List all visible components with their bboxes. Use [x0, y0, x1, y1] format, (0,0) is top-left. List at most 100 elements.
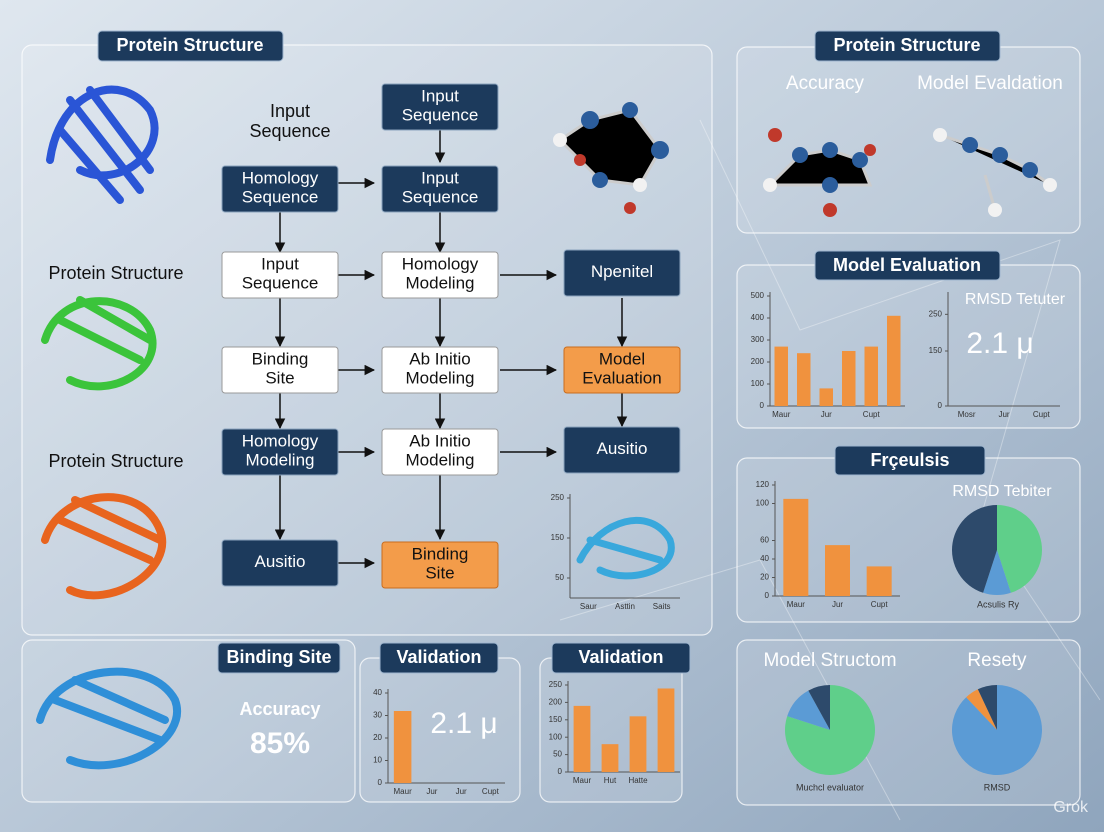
y-tick-label: 250 — [929, 309, 943, 318]
molecules — [553, 102, 1057, 217]
y-tick-label: 0 — [938, 401, 943, 410]
pie-slice — [952, 505, 997, 593]
x-tick-label: Maur — [573, 776, 592, 785]
node-line: Sequence — [242, 188, 319, 207]
node-line: Ausitio — [254, 552, 305, 571]
bar — [866, 566, 892, 596]
panel-title: Binding Site — [227, 647, 332, 667]
y-tick-label: 20 — [373, 733, 382, 742]
y-tick-label: 100 — [549, 732, 563, 741]
y-tick-label: 100 — [756, 499, 770, 508]
watermark: Grok — [1053, 799, 1089, 816]
x-tick-label: Saits — [653, 602, 671, 611]
node-line: Binding — [412, 545, 469, 564]
flow-node — [221, 165, 339, 213]
node-label: Binding Site — [252, 350, 309, 388]
node-line: Sequence — [402, 106, 479, 125]
protein-ribbons — [36, 85, 675, 770]
y-tick-label: 150 — [549, 715, 563, 724]
node-label: Homology Modeling — [402, 255, 479, 293]
node-line: Site — [425, 564, 454, 583]
header-box — [217, 642, 341, 674]
y-tick-label: 0 — [760, 401, 765, 410]
line: Sequence — [249, 121, 330, 141]
metric-label: Accuracy — [239, 699, 320, 719]
y-tick-label: 200 — [751, 357, 765, 366]
label: Accuracy — [786, 73, 865, 94]
y-tick-label: 10 — [373, 756, 382, 765]
y-tick-label: 200 — [549, 698, 563, 707]
node-label: Npenitel — [591, 262, 653, 281]
node-line: Modeling — [406, 369, 475, 388]
header-box — [814, 30, 1001, 62]
bar — [887, 315, 901, 406]
bar — [573, 705, 591, 772]
x-tick-label: Cupt — [482, 787, 500, 796]
pie-slice — [787, 690, 830, 730]
node-line: Modeling — [246, 451, 315, 470]
panel-title: Protein Structure — [116, 35, 263, 55]
x-tick-label: Maur — [394, 787, 413, 796]
y-tick-label: 20 — [760, 573, 769, 582]
pie-slice — [808, 685, 830, 730]
bar — [601, 744, 619, 772]
node-label: Ausitio — [254, 552, 305, 571]
bar — [657, 688, 675, 772]
metric: 85% — [250, 727, 310, 760]
panel-title: Frçeulsis — [870, 450, 949, 470]
flow-node — [221, 346, 339, 394]
node-line: Input — [421, 169, 459, 188]
node-label: Model Evaluation — [582, 350, 661, 388]
side-label: Protein Structure — [48, 263, 183, 283]
y-tick-label: 50 — [553, 750, 562, 759]
node-line: Homology — [242, 169, 319, 188]
flow-node — [381, 165, 499, 213]
node-line: Sequence — [242, 274, 319, 293]
node-label: Ab Initio Modeling — [406, 350, 475, 388]
panel-title: Model Evaluation — [833, 255, 981, 275]
node-line: Site — [265, 369, 294, 388]
bar — [629, 716, 647, 772]
node-label: Input Sequence — [402, 87, 479, 125]
left-panel — [21, 44, 713, 636]
metric-label: RMSD Tetuter — [965, 291, 1066, 308]
x-tick-label: Mosr — [958, 410, 976, 419]
y-tick-label: 150 — [929, 346, 943, 355]
header-box — [97, 30, 284, 62]
node-line: Ausitio — [596, 439, 647, 458]
bar — [783, 498, 809, 596]
y-tick-label: 150 — [551, 533, 565, 542]
y-tick-label: 0 — [765, 591, 770, 600]
flow-node — [381, 346, 499, 394]
y-tick-label: 40 — [760, 554, 769, 563]
flow-node — [221, 428, 339, 476]
flow-node — [381, 83, 499, 131]
header-box — [814, 250, 1001, 281]
side-label: Protein Structure — [48, 451, 183, 471]
caption: Muchcl evaluator — [796, 782, 864, 792]
line: Input — [270, 101, 310, 121]
node-line: Evaluation — [582, 369, 661, 388]
pie-slice — [997, 505, 1042, 593]
pie-label: RMSD Tebiter — [952, 483, 1052, 500]
y-tick-label: 400 — [751, 313, 765, 322]
x-tick-label: Cupt — [871, 600, 889, 609]
y-tick-label: 30 — [373, 711, 382, 720]
y-tick-label: 120 — [756, 480, 770, 489]
y-tick-label: 0 — [558, 767, 563, 776]
pie-caption: Acsulis Ry — [977, 599, 1020, 609]
flow-node — [381, 541, 499, 589]
panel-title: Protein Structure — [833, 35, 980, 55]
node-line: Ab Initio — [409, 350, 470, 369]
x-tick-label: Maur — [772, 410, 791, 419]
bar — [864, 346, 878, 406]
node-label: Homology Sequence — [242, 169, 319, 207]
header-box — [834, 445, 986, 476]
y-tick-label: 250 — [549, 680, 563, 689]
node-line: Modeling — [406, 274, 475, 293]
node-line: Homology — [402, 255, 479, 274]
node-label: Homology Modeling — [242, 432, 319, 470]
node-line: Homology — [242, 432, 319, 451]
